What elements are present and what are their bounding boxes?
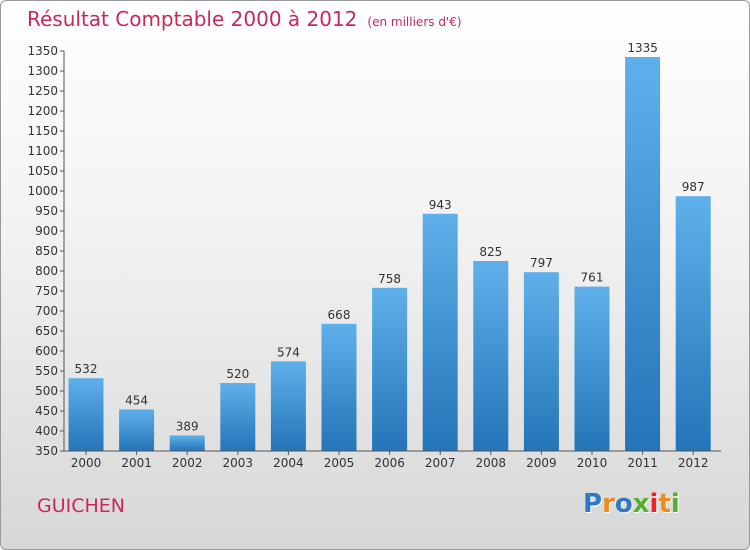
- y-tick-label: 1150: [27, 124, 58, 138]
- y-tick-label: 850: [35, 244, 58, 258]
- bar-2008: [473, 261, 509, 451]
- x-tick-label-2002: 2002: [172, 456, 203, 470]
- bar-2000: [68, 378, 104, 451]
- x-tick-label-2005: 2005: [324, 456, 355, 470]
- data-label-2001: 454: [125, 393, 148, 407]
- x-tick-label-2008: 2008: [476, 456, 507, 470]
- y-tick-label: 750: [35, 284, 58, 298]
- y-tick-label: 1000: [27, 184, 58, 198]
- y-tick-label: 350: [35, 444, 58, 458]
- x-tick-label-2001: 2001: [121, 456, 152, 470]
- y-tick-label: 800: [35, 264, 58, 278]
- x-tick-label-2000: 2000: [71, 456, 102, 470]
- data-label-2006: 758: [378, 272, 401, 286]
- bar-2009: [523, 272, 559, 451]
- y-tick-label: 900: [35, 224, 58, 238]
- logo-letter: i: [649, 489, 659, 519]
- y-tick-label: 400: [35, 424, 58, 438]
- x-tick-label-2004: 2004: [273, 456, 304, 470]
- y-tick-label: 700: [35, 304, 58, 318]
- data-label-2002: 389: [176, 419, 199, 433]
- y-tick-label: 600: [35, 344, 58, 358]
- y-tick-label: 1050: [27, 164, 58, 178]
- data-label-2005: 668: [328, 308, 351, 322]
- unit-subtitle: (en milliers d'€): [367, 15, 462, 29]
- x-tick-label-2011: 2011: [627, 456, 658, 470]
- data-label-2010: 761: [581, 271, 604, 285]
- y-tick-label: 450: [35, 404, 58, 418]
- y-tick-label: 1100: [27, 144, 58, 158]
- x-tick-label-2010: 2010: [577, 456, 608, 470]
- bar-2004: [270, 361, 306, 451]
- title-text: Résultat Comptable 2000 à 2012: [27, 7, 358, 31]
- y-tick-label: 1200: [27, 104, 58, 118]
- place-name: GUICHEN: [37, 495, 126, 517]
- proxiti-logo: Proxiti: [583, 489, 680, 519]
- x-axis-ticks: 2000 2001 2002 2003 2004 2005 2006 2007 2008 2009…: [71, 451, 709, 470]
- y-tick-label: 1300: [27, 64, 58, 78]
- data-label-2007: 943: [429, 198, 452, 212]
- y-tick-label: 550: [35, 364, 58, 378]
- data-label-2009: 797: [530, 256, 553, 270]
- x-tick-label-2003: 2003: [223, 456, 254, 470]
- x-tick-label-2006: 2006: [374, 456, 405, 470]
- logo-letter: t: [658, 489, 671, 519]
- logo-letter: o: [614, 489, 633, 519]
- logo-letter: P: [583, 489, 603, 519]
- y-tick-label: 1250: [27, 84, 58, 98]
- data-label-2012: 987: [682, 180, 705, 194]
- bar-2006: [372, 287, 408, 451]
- bar-2003: [220, 383, 256, 451]
- y-axis-ticks: 350 400 450 500 550 600 650 700 750 800 850 900 950 1…: [27, 44, 64, 458]
- logo-letter: i: [670, 489, 680, 519]
- y-tick-label: 1350: [27, 44, 58, 58]
- bar-2010: [574, 286, 610, 451]
- y-tick-label: 950: [35, 204, 58, 218]
- bar-2002: [169, 435, 205, 451]
- data-label-2011: 1335: [627, 41, 658, 55]
- y-tick-label: 500: [35, 384, 58, 398]
- bar-2007: [422, 213, 458, 451]
- bar-2005: [321, 323, 357, 451]
- x-tick-label-2012: 2012: [678, 456, 709, 470]
- bar-2001: [119, 409, 155, 451]
- bar-2012: [675, 196, 711, 451]
- y-tick-label: 650: [35, 324, 58, 338]
- bars: 532 454 389 520 574 668 758 943 825 797 761 1335 987: [68, 41, 711, 451]
- data-label-2003: 520: [226, 367, 249, 381]
- x-tick-label-2009: 2009: [526, 456, 557, 470]
- chart-title: Résultat Comptable 2000 à 2012 (en millie…: [27, 7, 462, 31]
- logo-letter: x: [632, 489, 650, 519]
- x-tick-label-2007: 2007: [425, 456, 456, 470]
- data-label-2004: 574: [277, 345, 300, 359]
- data-label-2008: 825: [479, 245, 502, 259]
- data-label-2000: 532: [75, 362, 98, 376]
- logo-letter: r: [602, 489, 615, 519]
- bar-2011: [625, 57, 661, 451]
